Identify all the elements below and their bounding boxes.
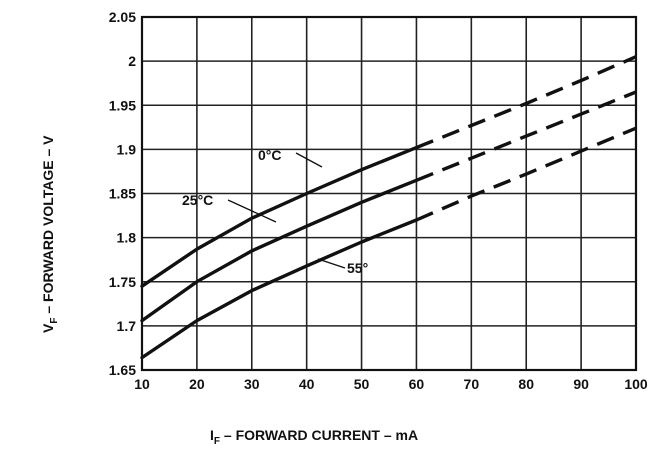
x-tick-label: 20 <box>189 376 205 392</box>
y-tick-label: 1.7 <box>117 318 137 334</box>
x-tick-label: 60 <box>409 376 425 392</box>
curves <box>140 55 637 360</box>
plot-frame <box>140 15 638 372</box>
series-label-25c-leader <box>227 199 277 223</box>
y-tick-label: 1.85 <box>109 186 136 202</box>
series-line-dashed-2 <box>415 126 637 222</box>
x-tick-label: 10 <box>134 376 150 392</box>
x-tick-label: 50 <box>354 376 370 392</box>
x-axis-label: IF – FORWARD CURRENT – mA <box>210 427 418 447</box>
y-tick-label: 2 <box>128 53 136 69</box>
y-tick-label: 1.9 <box>117 141 137 157</box>
x-tick-label: 90 <box>573 376 589 392</box>
y-axis-label: VF – FORWARD VOLTAGE – V <box>40 135 60 333</box>
y-tick-label: 1.75 <box>109 274 136 290</box>
series-line-dashed-1 <box>415 90 637 182</box>
series-line-solid-0 <box>140 145 419 288</box>
series-label-0c: 0°C <box>258 147 282 163</box>
x-tick-label: 70 <box>464 376 480 392</box>
y-tick-labels: 1.65 1.7 1.75 1.8 1.85 1.9 1.95 2 2.05 <box>109 9 136 378</box>
series-label-25c: 25°C <box>182 192 213 208</box>
x-tick-label: 30 <box>244 376 260 392</box>
y-tick-label: 1.8 <box>117 230 137 246</box>
series-label-55c-leader <box>317 258 346 269</box>
x-tick-label: 80 <box>518 376 534 392</box>
x-tick-labels: 10 20 30 40 50 60 70 80 90 100 <box>134 376 648 392</box>
series-label-55c: 55° <box>347 260 368 276</box>
series-line-dashed-0 <box>415 55 637 150</box>
y-tick-label: 1.95 <box>109 97 136 113</box>
x-tick-label: 40 <box>299 376 315 392</box>
x-tick-label: 100 <box>624 376 648 392</box>
y-tick-label: 1.65 <box>109 362 136 378</box>
series-label-0c-leader <box>295 152 323 168</box>
series-line-solid-2 <box>140 218 419 360</box>
grid <box>140 15 638 372</box>
series-line-solid-1 <box>140 178 419 323</box>
y-tick-label: 2.05 <box>109 9 136 25</box>
